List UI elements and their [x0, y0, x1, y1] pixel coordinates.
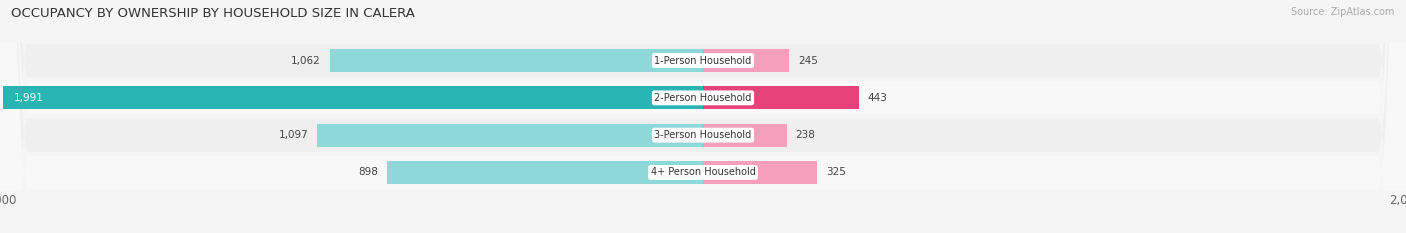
Bar [703, 123, 787, 147]
Bar [387, 161, 703, 184]
Text: 1-Person Household: 1-Person Household [654, 56, 752, 65]
Text: 898: 898 [359, 168, 378, 177]
Text: 443: 443 [868, 93, 887, 103]
Bar [318, 123, 703, 147]
Text: 238: 238 [796, 130, 815, 140]
Text: 3-Person Household: 3-Person Household [654, 130, 752, 140]
Bar [3, 86, 703, 110]
Text: 245: 245 [799, 56, 818, 65]
Text: Source: ZipAtlas.com: Source: ZipAtlas.com [1291, 7, 1395, 17]
Text: 2-Person Household: 2-Person Household [654, 93, 752, 103]
Text: OCCUPANCY BY OWNERSHIP BY HOUSEHOLD SIZE IN CALERA: OCCUPANCY BY OWNERSHIP BY HOUSEHOLD SIZE… [11, 7, 415, 20]
Bar [703, 86, 859, 110]
Text: 1,097: 1,097 [278, 130, 308, 140]
Bar [329, 49, 703, 72]
Text: 4+ Person Household: 4+ Person Household [651, 168, 755, 177]
Text: 1,062: 1,062 [291, 56, 321, 65]
Text: 1,991: 1,991 [14, 93, 44, 103]
Bar [703, 49, 789, 72]
Bar [703, 161, 817, 184]
Text: 325: 325 [827, 168, 846, 177]
